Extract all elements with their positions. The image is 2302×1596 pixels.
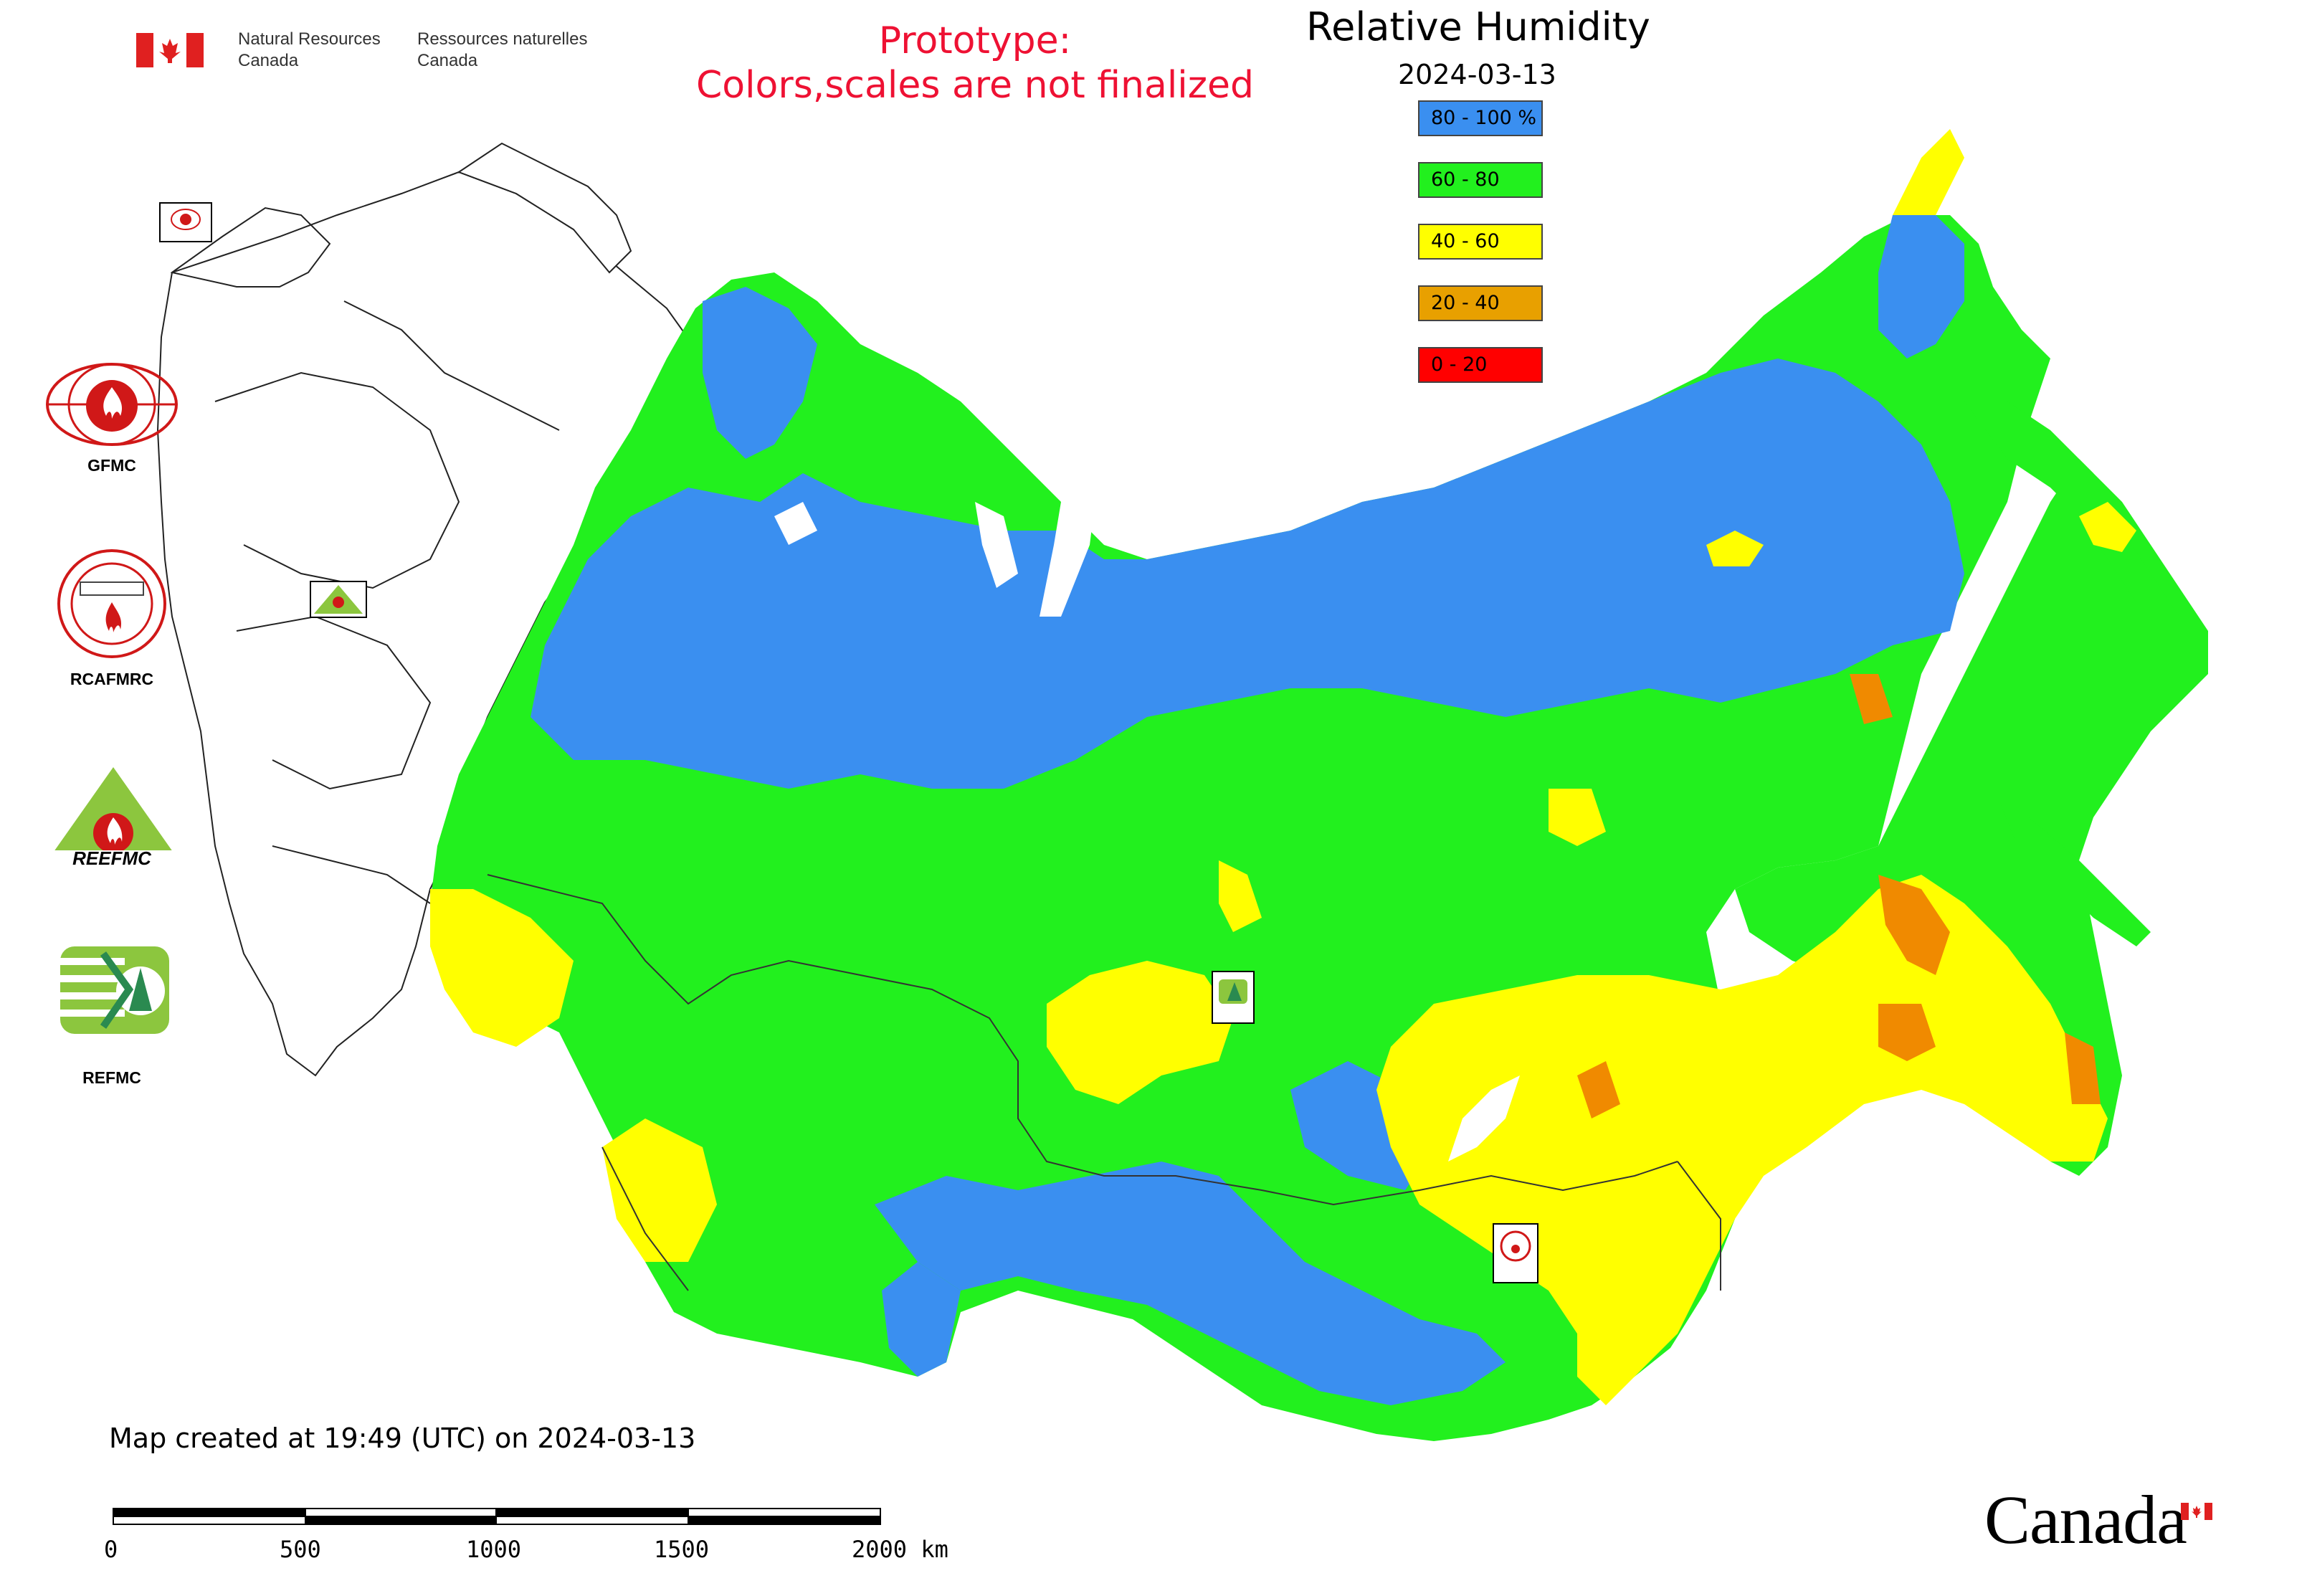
refmc-label: REFMC: [82, 1068, 141, 1087]
refmc-logo: [60, 946, 169, 1034]
map-title: Relative Humidity: [1306, 4, 1650, 49]
canada-flag-logo: [136, 33, 204, 67]
scale-tick-1000: 1000: [466, 1536, 522, 1563]
scale-tick-2000: 2000 km: [852, 1536, 948, 1563]
legend-item-label: 40 - 60: [1431, 230, 1500, 252]
agency-name-en: Natural Resources Canada: [238, 29, 381, 70]
gfmc-label: GFMC: [87, 456, 136, 475]
gfmc-marker-icon: [159, 202, 212, 242]
refmc-marker-icon: [1212, 971, 1255, 1024]
humidity-orange: [1577, 674, 2101, 1118]
canada-wordmark-flag: [2181, 1503, 2212, 1520]
legend-item-label: 20 - 40: [1431, 292, 1500, 314]
legend-item-label: 60 - 80: [1431, 168, 1500, 191]
russia-landmass: [430, 215, 2208, 1441]
scale-bar: [113, 1508, 881, 1525]
europe-outline: [156, 142, 704, 1077]
legend-item-label: 80 - 100 %: [1431, 107, 1537, 129]
legend-item-40-60: 40 - 60: [1418, 224, 1543, 260]
rcafmrc-logo: [56, 548, 168, 660]
prototype-notice: Prototype: Colors,scales are not finaliz…: [695, 19, 1255, 107]
agency-name-fr: Ressources naturelles Canada: [417, 29, 588, 70]
scale-tick-1500: 1500: [654, 1536, 710, 1563]
reefmc-marker-icon: [310, 581, 367, 618]
sakhalin-green: [2000, 803, 2151, 946]
canada-wordmark: Canada: [1984, 1481, 2187, 1558]
humidity-yellow: [430, 129, 2136, 1405]
reefmc-logo: [37, 764, 189, 872]
map-created-note: Map created at 19:49 (UTC) on 2024-03-13: [109, 1422, 696, 1454]
border-lines: [487, 874, 1721, 1291]
gfmc-logo: [40, 361, 184, 447]
kamchatka-green: [1964, 402, 2194, 645]
legend-item-60-80: 60 - 80: [1418, 162, 1543, 198]
legend-item-80-100: 80 - 100 %: [1418, 100, 1543, 136]
legend-item-0-20: 0 - 20: [1418, 347, 1543, 383]
legend-item-20-40: 20 - 40: [1418, 285, 1543, 321]
rcafmrc-label: RCAFMRC: [70, 670, 154, 688]
scale-tick-500: 500: [280, 1536, 321, 1563]
legend-item-label: 0 - 20: [1431, 353, 1488, 376]
far-east-green: [1735, 459, 2208, 1176]
legend: 80 - 100 % 60 - 80 40 - 60 20 - 40 0 - 2…: [1418, 100, 1547, 387]
map-gaps: [774, 402, 1520, 1162]
scale-tick-0: 0: [104, 1536, 118, 1563]
reefmc-label: REEFMC: [72, 847, 151, 869]
map-date: 2024-03-13: [1398, 59, 1556, 90]
rcafmrc-marker-icon: [1493, 1223, 1538, 1283]
